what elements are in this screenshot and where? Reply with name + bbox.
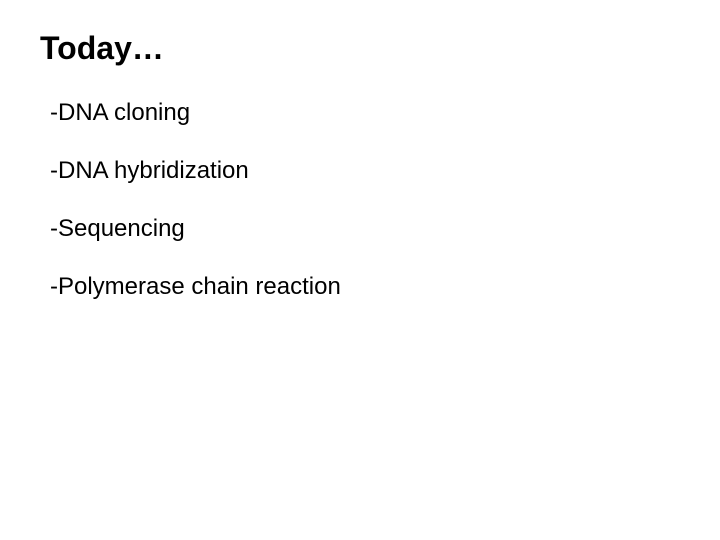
list-item: -DNA cloning [50,99,680,127]
list-item: -Polymerase chain reaction [50,273,680,301]
list-item: -DNA hybridization [50,157,680,185]
list-item: -Sequencing [50,215,680,243]
slide-title: Today… [40,30,680,67]
